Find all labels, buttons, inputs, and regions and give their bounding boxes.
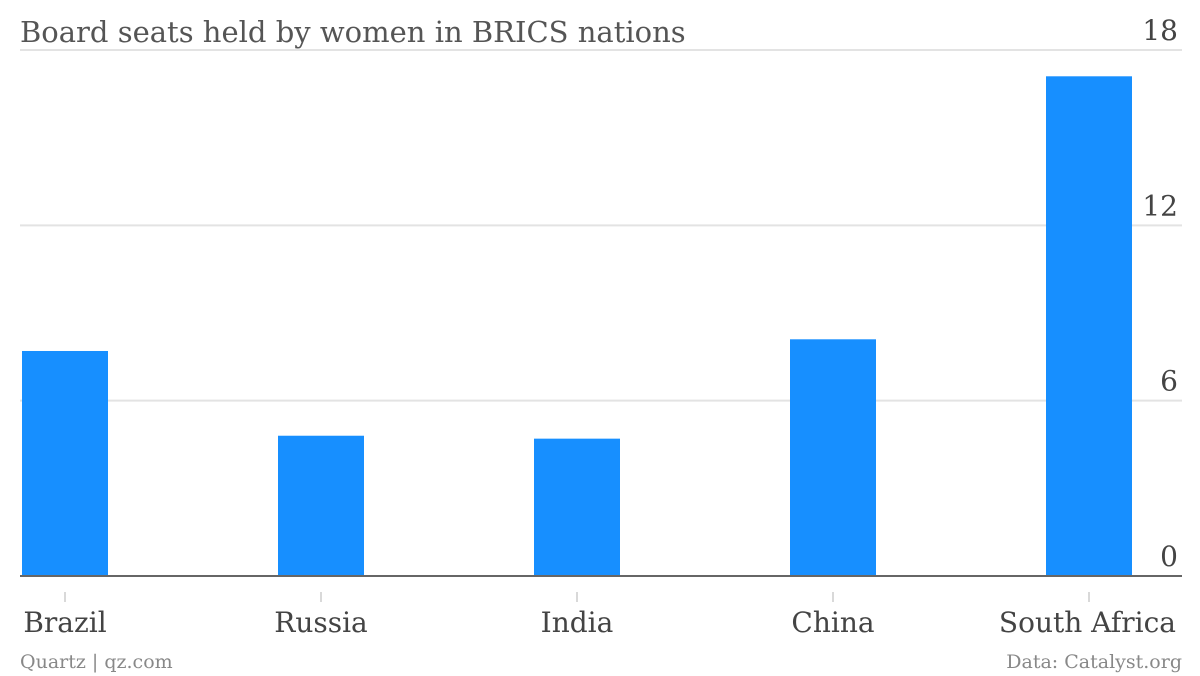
y-tick-label: 6 <box>1160 365 1178 398</box>
chart-title: Board seats held by women in BRICS natio… <box>20 15 686 49</box>
footer-source-right: Data: Catalyst.org <box>1006 651 1182 673</box>
gridlines <box>20 49 1182 402</box>
bar <box>790 339 876 576</box>
y-tick-label: 12 <box>1142 189 1178 222</box>
y-tick-label: 18 <box>1142 14 1178 47</box>
y-tick-label: 0 <box>1160 540 1178 573</box>
x-axis-ticks: Brazil Russia India China South Africa <box>23 592 1176 639</box>
x-tick-label: China <box>791 606 874 639</box>
x-tick-label: Brazil <box>23 606 106 639</box>
bar <box>278 435 364 576</box>
x-tick-label: Russia <box>274 606 368 639</box>
x-tick-label: India <box>541 606 614 639</box>
bars <box>22 76 1132 577</box>
y-axis-ticks: 0 6 12 18 <box>1142 14 1178 573</box>
x-tick-label: South Africa <box>999 606 1176 639</box>
bar <box>22 350 108 576</box>
bar <box>1046 76 1132 577</box>
footer-source-left: Quartz | qz.com <box>20 651 173 673</box>
bar <box>534 438 620 576</box>
